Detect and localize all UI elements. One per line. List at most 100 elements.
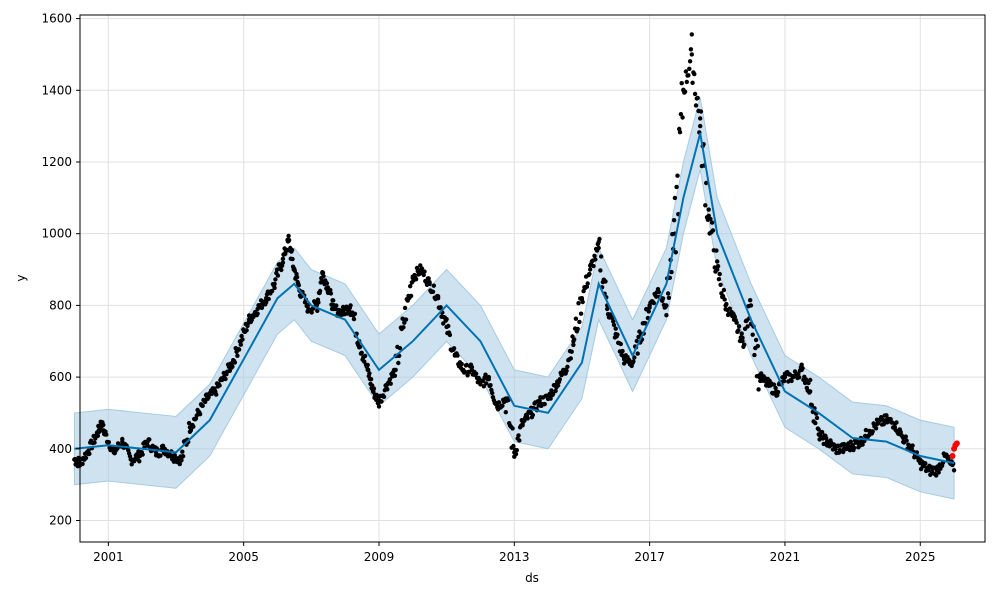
observed-point (272, 281, 277, 287)
observed-point (568, 356, 573, 361)
observed-point (816, 432, 821, 437)
y-tick-label: 600 (49, 370, 72, 384)
observed-point (413, 277, 419, 282)
observed-point (461, 367, 466, 373)
observed-point (698, 116, 703, 121)
observed-point (672, 195, 678, 201)
observed-point (706, 213, 711, 218)
observed-point (704, 180, 709, 186)
observed-point (703, 203, 708, 208)
uncertainty-band (73, 97, 955, 500)
observed-point (187, 425, 193, 430)
observed-point (943, 453, 948, 459)
observed-point (496, 400, 502, 405)
observed-point (765, 382, 771, 387)
observed-point (736, 328, 741, 333)
observed-point (294, 271, 299, 277)
observed-point (740, 335, 745, 340)
observed-point (244, 328, 249, 333)
observed-point (824, 436, 829, 441)
observed-point (393, 367, 398, 373)
observed-point (892, 421, 897, 426)
observed-point (750, 332, 755, 337)
observed-point (292, 267, 297, 272)
observed-point (591, 263, 596, 269)
observed-point (918, 460, 923, 466)
observed-point (884, 413, 889, 418)
observed-point (92, 440, 97, 445)
observed-point (269, 288, 275, 294)
observed-point (385, 387, 390, 392)
observed-point (340, 310, 345, 315)
observed-point (715, 264, 721, 269)
observed-point (684, 79, 689, 85)
observed-point (230, 364, 235, 369)
observed-point (722, 297, 727, 302)
observed-point (714, 248, 719, 253)
observed-point (385, 382, 390, 387)
observed-point (687, 66, 692, 72)
observed-point (441, 321, 446, 326)
observed-point (630, 360, 635, 365)
observed-point (679, 81, 684, 86)
observed-point (98, 421, 104, 426)
observed-point (387, 377, 392, 382)
observed-point (221, 374, 226, 380)
observed-point (495, 403, 500, 408)
y-tick-label: 1400 (41, 83, 72, 97)
observed-point (605, 306, 610, 312)
observed-point (873, 426, 879, 431)
observed-point (516, 433, 521, 438)
observed-point (103, 432, 108, 437)
observed-point (585, 281, 590, 286)
observed-point (145, 439, 150, 444)
observed-point (674, 184, 679, 190)
forecast-line (74, 133, 955, 465)
observed-point (94, 432, 100, 437)
observed-point (490, 390, 495, 396)
observed-point (111, 450, 117, 455)
observed-point (549, 388, 554, 393)
observed-point (593, 257, 598, 262)
y-tick-label: 400 (49, 442, 72, 456)
observed-point (781, 378, 787, 384)
observed-point (186, 420, 192, 426)
observed-point (816, 427, 821, 432)
observed-point (579, 296, 585, 301)
observed-point (120, 439, 125, 444)
observed-point (710, 228, 716, 233)
observed-point (821, 441, 826, 447)
observed-point (272, 285, 277, 291)
observed-point (797, 375, 802, 380)
observed-point (550, 391, 556, 397)
observed-point (675, 173, 680, 178)
observed-point (426, 276, 431, 281)
observed-point (736, 324, 742, 329)
observed-point (430, 289, 436, 294)
observed-point (418, 267, 424, 272)
observed-point (723, 303, 728, 308)
observed-point (367, 371, 372, 376)
observed-point (573, 316, 579, 321)
observed-point (611, 322, 617, 328)
observed-point (444, 317, 449, 322)
observed-point (888, 416, 893, 422)
observed-point (421, 272, 426, 278)
y-tick-label: 1600 (41, 12, 72, 26)
observed-point (359, 350, 364, 355)
observed-point (884, 417, 889, 423)
observed-point (603, 279, 608, 284)
observed-point (789, 378, 794, 384)
observed-point (396, 360, 401, 366)
observed-point (909, 446, 914, 451)
observed-point (371, 389, 376, 394)
observed-point (431, 283, 436, 288)
observed-point (588, 267, 593, 272)
observed-point (951, 468, 957, 473)
observed-point (236, 347, 242, 352)
observed-point (392, 373, 398, 378)
observed-point (706, 207, 711, 212)
observed-point (687, 59, 693, 64)
observed-point (867, 428, 872, 434)
observed-point (709, 220, 715, 225)
